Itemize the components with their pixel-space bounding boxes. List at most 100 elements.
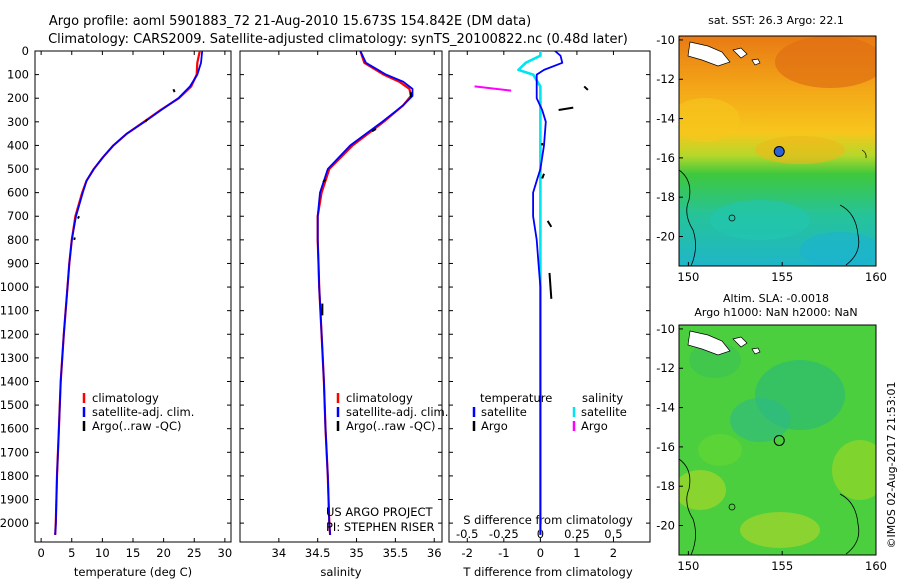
temperature-legend-label: Argo(..raw -QC) [92, 419, 182, 433]
salinity-xtick-label: 34 [272, 546, 287, 560]
depth-tick-label: 400 [7, 138, 29, 152]
difference-xtick-label: -2 [462, 546, 473, 560]
sst-map-ytick-label: -10 [656, 33, 675, 47]
temperature-argo-segment [76, 215, 80, 220]
depth-tick-label: 1900 [0, 493, 29, 507]
salinity-xtick-label: 34.5 [305, 546, 331, 560]
temperature-legend-label: satellite-adj. clim. [92, 405, 194, 419]
difference-s-xlabel: S difference from climatology [463, 513, 633, 527]
sla-map-ytick-label: -14 [656, 401, 675, 415]
sst-float-marker [773, 145, 785, 157]
sst-map-ytick-label: -12 [656, 72, 675, 86]
sst-map-title: sat. SST: 26.3 Argo: 22.1 [708, 14, 844, 27]
sla-map-ytick-label: -12 [656, 361, 675, 375]
difference-legend-s-argo-label: Argo [581, 419, 608, 433]
difference-t-satellite-line [532, 50, 564, 535]
difference-legend-s-satellite-label: satellite [581, 405, 627, 419]
temperature-legend-label: climatology [92, 391, 159, 405]
salinity-argo-segment [322, 178, 327, 183]
depth-tick-label: 1200 [0, 327, 29, 341]
difference-t-argo-segment [583, 85, 589, 91]
difference-s-tick-label: -0.25 [489, 527, 519, 541]
difference-s-argo-segment [474, 85, 512, 92]
temperature-xtick-label: 20 [156, 546, 171, 560]
salinity-axes-frame [239, 50, 443, 543]
sla-map-title-1: Altim. SLA: -0.0018 [723, 292, 829, 305]
sla-map-ytick-label: -16 [656, 440, 675, 454]
temperature-climatology-line [54, 50, 201, 535]
difference-s-satellite-line [517, 51, 542, 535]
title-line-1: Argo profile: aoml 5901883_72 21-Aug-201… [49, 14, 531, 29]
depth-tick-label: 700 [7, 209, 29, 223]
difference-legend-t-argo-label: Argo [481, 419, 508, 433]
depth-tick-label: 600 [7, 186, 29, 200]
salinity-legend-label: satellite-adj. clim. [346, 405, 448, 419]
salinity-climatology-line [316, 50, 412, 535]
sst-map-ytick-label: -14 [656, 112, 675, 126]
depth-tick-label: 1700 [0, 445, 29, 459]
depth-tick-label: 900 [7, 256, 29, 270]
title-line-2: Climatology: CARS2009. Satellite-adjuste… [48, 32, 628, 47]
salinity-legend-label: climatology [346, 391, 413, 405]
temperature-argo-segment [172, 88, 176, 93]
sla-map-xtick-label: 150 [677, 559, 699, 573]
depth-tick-label: 500 [7, 162, 29, 176]
difference-legend-temperature-title: temperature [480, 391, 552, 405]
salinity-satellite-line [316, 50, 414, 535]
difference-t-xlabel: T difference from climatology [462, 565, 633, 579]
difference-s-tick-label: -0.5 [456, 527, 478, 541]
sla-map-title-2: Argo h1000: NaN h2000: NaN [694, 306, 857, 319]
depth-tick-label: 300 [7, 115, 29, 129]
temperature-xtick-label: 0 [37, 546, 44, 560]
sla-float-marker [773, 434, 785, 446]
difference-xtick-label: 2 [610, 546, 617, 560]
depth-tick-label: 1100 [0, 304, 29, 318]
difference-s-tick-label: 0.5 [604, 527, 622, 541]
sst-map-xtick-label: 160 [865, 270, 887, 284]
salinity-legend-label: Argo(..raw -QC) [346, 419, 436, 433]
sla-map-xtick-label: 155 [771, 559, 793, 573]
difference-legend-salinity-title: salinity [582, 391, 623, 405]
sla-field-patches [679, 330, 876, 555]
temperature-panel: 0 5 10 15 20 25 300100200300400500600700800900… [0, 44, 232, 579]
sst-map-ytick-label: -20 [656, 230, 675, 244]
salinity-xtick-label: 35.5 [383, 546, 409, 560]
sla-map-ytick-label: -20 [656, 519, 675, 533]
depth-tick-label: 100 [7, 68, 29, 82]
difference-legend-t-satellite-label: satellite [481, 405, 527, 419]
temperature-xlabel: temperature (deg C) [74, 565, 192, 579]
depth-tick-label: 2000 [0, 516, 29, 530]
depth-tick-label: 1600 [0, 422, 29, 436]
temperature-xtick-label: 10 [95, 546, 110, 560]
depth-tick-label: 0 [22, 44, 29, 58]
sla-map-xtick-label: 160 [865, 559, 887, 573]
temperature-xtick-label: 5 [68, 546, 75, 560]
difference-axes-frame [448, 50, 651, 543]
sst-map: sat. SST: 26.3 Argo: 22.1 150 155 160 -10 -1… [656, 14, 887, 284]
sla-map-ytick-label: -18 [656, 479, 675, 493]
salinity-panel: 34 34.5 35 35.5 36 salinity climatologysatelli… [239, 50, 448, 579]
difference-t-argo-segment [558, 106, 574, 112]
salinity-xtick-label: 36 [427, 546, 442, 560]
difference-xtick-label: 0 [537, 546, 544, 560]
project-line-2: PI: STEPHEN RISER [326, 520, 435, 534]
difference-xtick-label: -1 [498, 546, 509, 560]
sla-map-ytick-label: -10 [656, 322, 675, 336]
depth-tick-label: 200 [7, 91, 29, 105]
salinity-argo-segment [371, 128, 377, 133]
temperature-satellite-line [54, 50, 204, 535]
temperature-xtick-label: 15 [126, 546, 141, 560]
difference-t-argo-segment [548, 272, 553, 299]
difference-s-tick-label: 0.25 [564, 527, 590, 541]
temperature-axes-frame [34, 50, 232, 543]
sst-map-xtick-label: 150 [677, 270, 699, 284]
temperature-xtick-label: 30 [218, 546, 233, 560]
difference-panel: -2 -1 0 1 2-0.5 -0.25 0 0.25 0.5S difference fro… [448, 50, 651, 579]
depth-tick-label: 1800 [0, 469, 29, 483]
depth-tick-label: 1500 [0, 398, 29, 412]
sst-map-xtick-label: 155 [771, 270, 793, 284]
sla-map: Altim. SLA: -0.0018 Argo h1000: NaN h200… [656, 292, 887, 573]
difference-t-argo-segment [541, 173, 545, 179]
depth-tick-label: 1000 [0, 280, 29, 294]
